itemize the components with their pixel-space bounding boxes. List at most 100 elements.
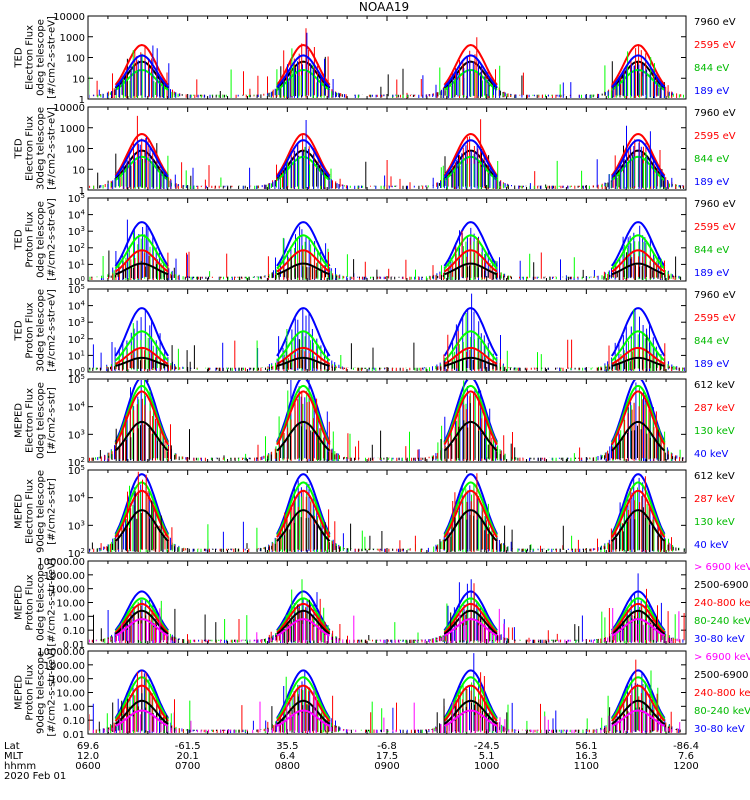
- series-2500-6900: [98, 693, 681, 733]
- series-pass-arch: [611, 249, 666, 273]
- series-pass-arch: [115, 262, 169, 276]
- series-pass-arch: [276, 602, 331, 634]
- plot-area: [89, 28, 684, 98]
- series-pass-arch: [443, 590, 498, 631]
- series-pass-arch: [443, 669, 498, 719]
- series-pass-arch: [114, 249, 169, 273]
- y-tick-label: 100: [66, 145, 85, 156]
- panel-frame: [87, 15, 687, 100]
- legend-entry: > 6900 keV: [694, 652, 750, 663]
- series-pass-arch: [115, 356, 169, 367]
- series-spikes: [89, 32, 673, 98]
- series-spikes: [92, 28, 682, 98]
- series-pass-arch: [276, 509, 331, 542]
- series-pass-arch: [114, 390, 169, 446]
- legend-entry: 130 keV: [694, 426, 735, 437]
- y-tick-label: 1.00: [63, 612, 85, 623]
- series-pass-arch: [114, 420, 169, 452]
- y-axis-title: TEDProton Flux0deg telescope[#/cm2-s-str…: [14, 198, 58, 281]
- legend-entry: 844 eV: [694, 245, 729, 256]
- series-844-ev: [89, 232, 681, 280]
- panel-1: 10000 1000 100 10 1 TEDElectron Flux0deg tele…: [14, 12, 736, 106]
- series-spikes: [89, 583, 685, 643]
- legend-entry: 80-240 keV: [694, 616, 750, 627]
- y-axis-title: MEPEDElectron Flux90deg telescope[#/cm2-…: [14, 470, 58, 553]
- series-spikes: [89, 392, 684, 461]
- y-tick-label: 103: [68, 316, 85, 329]
- series-pass-arch: [443, 618, 498, 637]
- plot-area: [89, 471, 685, 552]
- series-pass-arch: [276, 420, 331, 452]
- series-spikes: [91, 231, 676, 280]
- x-row-value: 1100: [574, 761, 599, 772]
- series-pass-arch: [611, 699, 666, 725]
- series-pass-arch: [114, 54, 169, 88]
- series-pass-arch: [276, 481, 331, 537]
- x-row-value: 0900: [374, 761, 399, 772]
- x-row-value: -6.8: [377, 741, 397, 752]
- series-spikes: [96, 579, 680, 643]
- series-pass-arch: [443, 54, 498, 88]
- series-pass-arch: [276, 676, 331, 720]
- series-pass-arch: [114, 155, 169, 181]
- series-spikes: [89, 471, 672, 552]
- series-pass-arch: [276, 390, 331, 446]
- panel-5: 105 104 103 102 MEPEDElectron Flux0deg teles…: [14, 373, 735, 469]
- y-tick-label: 10.00: [56, 599, 85, 610]
- series-pass-arch: [443, 420, 498, 452]
- y-tick-label: 10.00: [56, 689, 85, 700]
- y-tick-label: 102: [68, 242, 85, 255]
- y-tick-label: 101: [68, 349, 85, 362]
- x-row-value: 20.1: [177, 751, 199, 762]
- series-pass-arch: [611, 709, 665, 727]
- series-spikes: [92, 380, 681, 461]
- series-spikes: [89, 115, 684, 189]
- series-pass-arch: [443, 234, 498, 270]
- series-pass-arch: [115, 709, 169, 727]
- series-pass-arch: [276, 221, 331, 267]
- series-844-ev: [89, 309, 683, 371]
- series-pass-arch: [444, 262, 498, 276]
- series-pass-arch: [611, 684, 666, 722]
- legend-entry: 287 keV: [694, 494, 735, 505]
- legend-entry: 189 eV: [694, 268, 729, 279]
- legend-entry: 2595 eV: [694, 131, 736, 142]
- y-tick-label: 103: [68, 225, 85, 238]
- legend-entry: 844 eV: [694, 154, 729, 165]
- series-spikes: [92, 653, 680, 733]
- y-tick-label: 105: [68, 373, 85, 386]
- y-tick-label: 104: [68, 209, 86, 222]
- panel-frame: [87, 560, 687, 645]
- y-tick-label: 100: [68, 275, 85, 288]
- series-pass-arch: [611, 420, 666, 452]
- y-axis-title: MEPEDElectron Flux0deg telescope[#/cm2-s…: [14, 382, 58, 459]
- series-spikes: [89, 48, 684, 98]
- series-pass-arch: [443, 43, 498, 86]
- plot-area: [89, 380, 684, 461]
- series-pass-arch: [611, 346, 665, 365]
- y-tick-label: 101: [68, 258, 85, 271]
- legend-entry: 2595 eV: [694, 222, 736, 233]
- x-row-value: 69.6: [77, 741, 99, 752]
- y-tick-label: 103: [68, 428, 85, 441]
- series-pass-arch: [114, 481, 169, 537]
- series-pass-arch: [114, 139, 169, 178]
- series-spikes: [89, 309, 683, 371]
- series--6900-kev: [92, 689, 681, 733]
- series-pass-arch: [443, 307, 498, 357]
- series-189-ev: [89, 120, 683, 189]
- series-pass-arch: [276, 489, 331, 538]
- series-pass-arch: [611, 597, 666, 633]
- panel-frame: [87, 469, 687, 554]
- legend-entry: 2500-6900: [694, 580, 749, 591]
- series-pass-arch: [443, 249, 498, 273]
- y-tick-label: 10000.00: [37, 557, 85, 568]
- series-189-ev: [89, 32, 673, 98]
- y-tick-label: 104: [68, 300, 86, 313]
- panel-frame: [87, 378, 687, 463]
- series-pass-arch: [276, 684, 331, 722]
- y-axis-title: TEDProton Flux30deg telescope[#/cm2-s-st…: [14, 289, 58, 372]
- series-pass-arch: [276, 346, 331, 365]
- y-tick-label: 0.01: [63, 730, 85, 741]
- series-pass-arch: [610, 307, 666, 357]
